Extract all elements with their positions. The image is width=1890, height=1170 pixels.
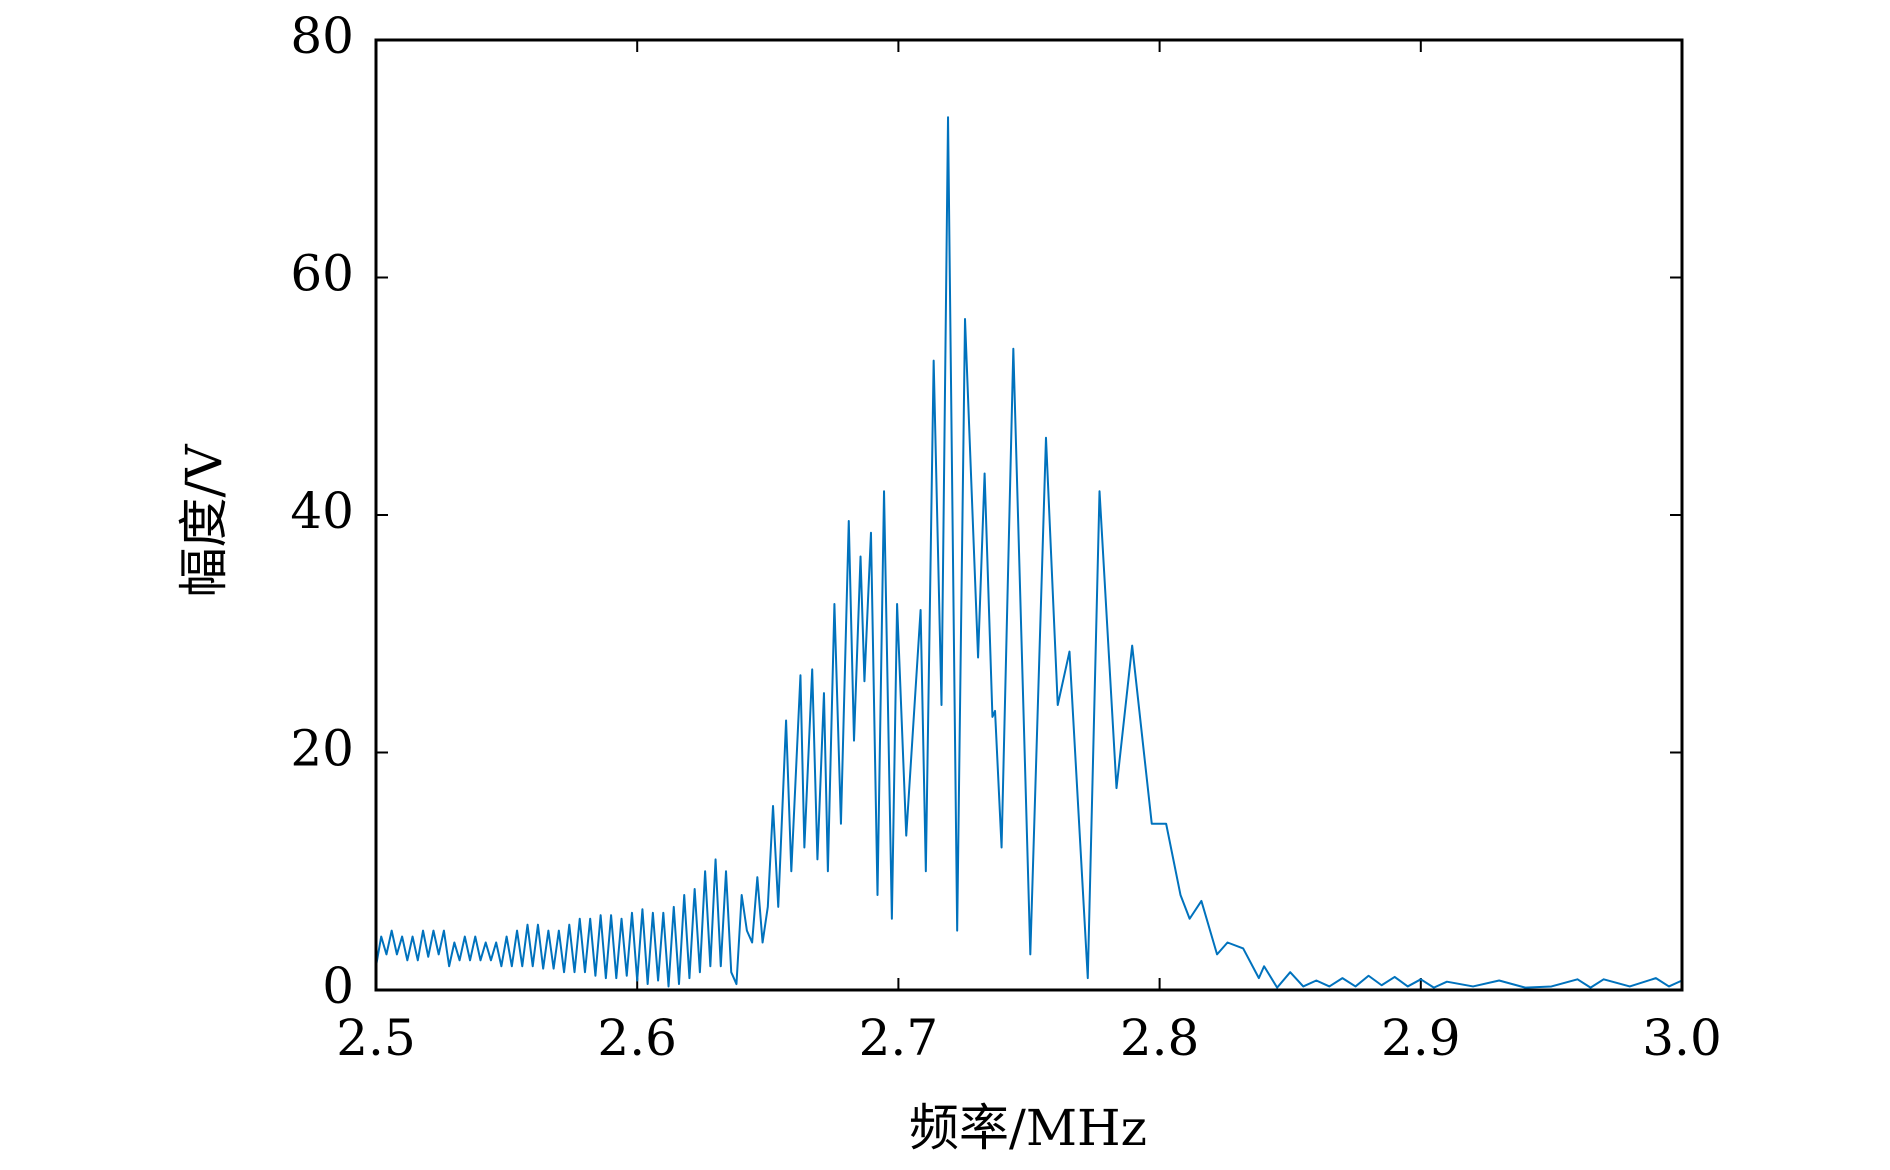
x-tick-label: 2.6	[597, 1009, 677, 1067]
y-tick-label: 60	[290, 245, 354, 303]
y-tick-label: 0	[322, 957, 354, 1015]
x-tick-label: 2.8	[1120, 1009, 1200, 1067]
y-tick-label: 40	[290, 482, 354, 540]
spectrum-line	[375, 116, 1683, 989]
y-axis-label: 幅度/V	[175, 444, 233, 598]
x-tick-label: 2.5	[336, 1009, 416, 1067]
x-tick-label: 3.0	[1642, 1009, 1722, 1067]
plot-frame	[374, 38, 1684, 992]
x-axis-label: 频率/MHz	[909, 1099, 1147, 1157]
x-tick-label: 2.9	[1381, 1009, 1461, 1067]
y-tick-label: 80	[290, 7, 354, 65]
y-tick-label: 20	[290, 720, 354, 778]
x-tick-label: 2.7	[859, 1009, 939, 1067]
